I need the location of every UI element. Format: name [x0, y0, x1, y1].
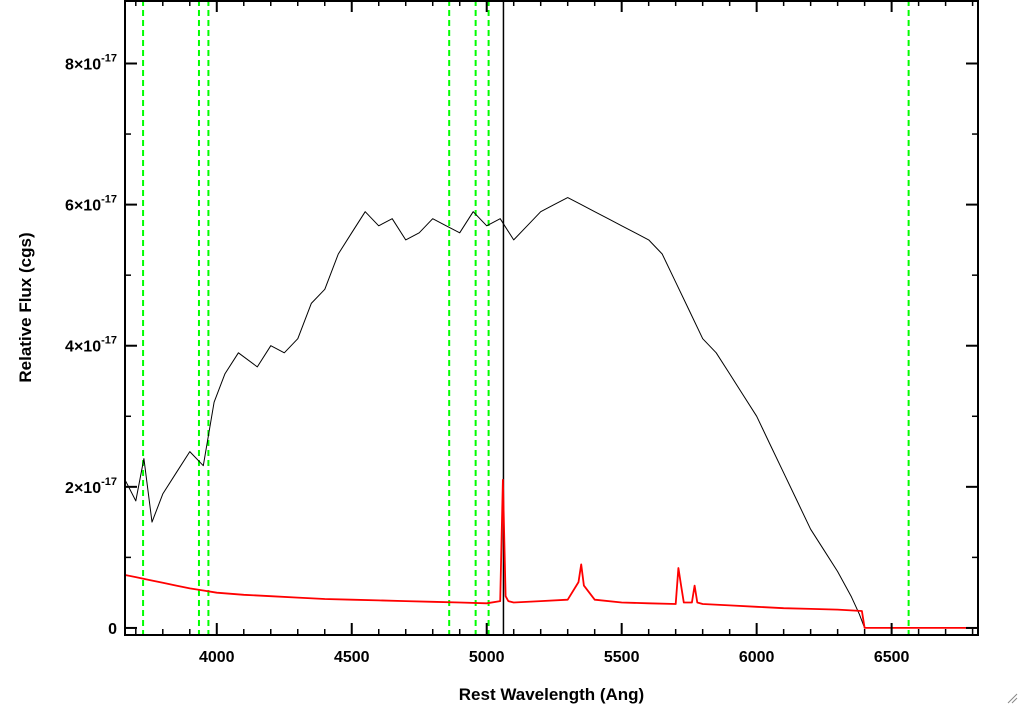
- x-tick-label: 5000: [469, 649, 505, 666]
- x-tick-label: 4000: [199, 649, 235, 666]
- emission-line-markers: [142, 0, 910, 635]
- plot-frame: [124, 0, 979, 636]
- x-tick-label: 6500: [874, 649, 910, 666]
- resize-grip-icon[interactable]: [1006, 692, 1018, 704]
- series-line-0: [124, 197, 978, 629]
- x-tick-label: 5500: [604, 649, 640, 666]
- y-tick-label: 0: [108, 621, 117, 638]
- x-tick-label: 4500: [334, 649, 370, 666]
- series-layer: [124, 197, 978, 629]
- y-tick-label: 8×10-17: [65, 53, 117, 74]
- y-axis-title: Relative Flux (cgs): [16, 232, 35, 382]
- x-tick-label: 6000: [739, 649, 775, 666]
- y-tick-label: 4×10-17: [65, 335, 117, 356]
- series-line-1: [124, 478, 978, 629]
- y-tick-label: 6×10-17: [65, 194, 117, 215]
- x-axis-title: Rest Wavelength (Ang): [459, 685, 644, 704]
- x-axis-ticks: 4000 4500 5000 5500 6000 6500: [135, 0, 974, 666]
- y-axis-ticks: 0 2×10-17 4×10-17 6×10-17 8×10-17: [65, 53, 978, 638]
- y-tick-label: 2×10-17: [65, 476, 117, 497]
